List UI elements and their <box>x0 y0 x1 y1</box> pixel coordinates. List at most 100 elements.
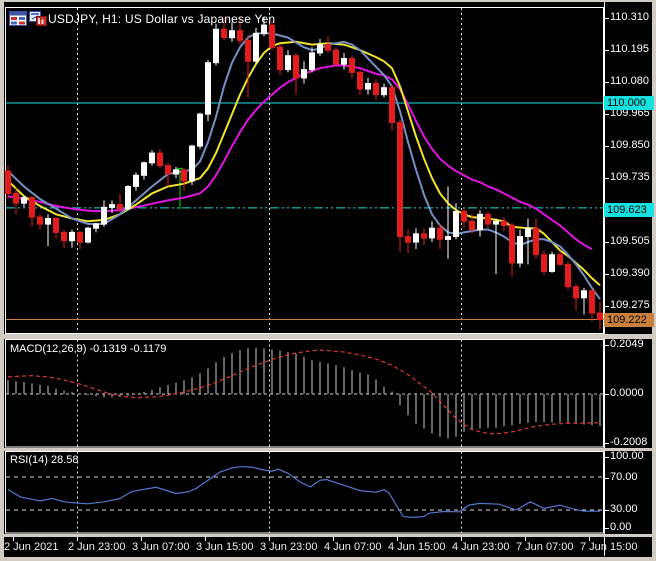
bear-candle <box>349 58 355 73</box>
bull-candle <box>285 55 291 71</box>
time-axis-label: 3 Jun 07:00 <box>132 541 190 553</box>
price-axis-label: 110.195 <box>610 43 649 55</box>
bear-candle <box>389 87 395 123</box>
bull-candle <box>493 220 499 225</box>
chart-window-background <box>4 2 652 557</box>
bear-candle <box>373 83 379 96</box>
rsi-panel-area[interactable] <box>6 451 604 533</box>
bear-candle <box>221 28 227 39</box>
panel-splitter-rsi[interactable] <box>4 448 652 451</box>
bull-candle <box>517 236 523 264</box>
table-icon[interactable] <box>9 11 27 26</box>
bear-candle <box>237 30 243 41</box>
bear-candle <box>541 254 547 272</box>
bull-candle <box>477 213 483 231</box>
price-axis-label: 109.390 <box>610 267 650 279</box>
bull-candle <box>205 62 211 115</box>
bear-candle <box>277 46 283 71</box>
rsi-axis-label: 100.00 <box>610 450 644 462</box>
bear-candle <box>165 165 171 175</box>
bear-candle <box>325 44 331 51</box>
bull-candle <box>69 231 75 242</box>
time-axis-label: 7 Jun 07:00 <box>516 541 574 553</box>
time-axis-scale[interactable] <box>6 537 604 556</box>
price-chart-area[interactable] <box>6 8 604 333</box>
time-axis-label: 4 Jun 15:00 <box>388 541 446 553</box>
price-level-lines <box>6 102 604 320</box>
rsi-axis-label: 30.00 <box>610 503 638 515</box>
bear-candle <box>533 227 539 256</box>
macd-value-main: -0.1319 <box>89 343 127 355</box>
bull-candle <box>525 227 531 237</box>
price-axis-label: 110.310 <box>610 11 649 23</box>
chart-icon[interactable] <box>29 11 47 26</box>
macd-signal-line <box>7 349 601 435</box>
bear-candle <box>573 286 579 299</box>
bull-candle <box>261 24 267 34</box>
bull-candle <box>229 30 235 39</box>
time-axis-label: 7 Jun 15:00 <box>580 541 638 553</box>
bull-candle <box>341 58 347 65</box>
chart-title: USDJPY, H1: US Dollar vs Japanese Yen <box>48 12 276 26</box>
bull-candle <box>549 254 555 272</box>
price-level-badge: 109.623 <box>604 203 654 217</box>
macd-value-signal: -0.1179 <box>129 343 167 355</box>
bull-candle <box>197 113 203 147</box>
macd-indicator-label: MACD(12,26,9) -0.1319 -0.1179 <box>10 343 166 355</box>
bull-candle <box>101 206 107 225</box>
bear-candle <box>53 218 59 233</box>
bear-candle <box>181 169 187 182</box>
macd-histogram <box>7 347 601 439</box>
bear-candle <box>5 170 11 194</box>
bear-candle <box>421 233 427 239</box>
bear-candle <box>485 213 491 225</box>
price-axis-label: 109.850 <box>610 139 650 151</box>
bear-candle <box>29 197 35 218</box>
bull-candle <box>149 152 155 164</box>
rsi-value: 28.58 <box>50 454 79 466</box>
panel-splitter[interactable] <box>4 334 652 339</box>
bull-candle <box>453 211 459 237</box>
bear-candle <box>13 192 19 204</box>
grid-lines <box>77 8 462 533</box>
bull-candle <box>309 52 315 71</box>
bear-candle <box>557 254 563 265</box>
bull-candle <box>21 197 27 204</box>
time-axis-label: 2 Jun 2021 <box>4 541 59 553</box>
bull-candle <box>413 233 419 243</box>
bear-candle <box>245 39 251 62</box>
bear-candle <box>469 220 475 231</box>
bull-candle <box>581 290 587 299</box>
right-axis-scale[interactable] <box>604 2 652 533</box>
bull-candle <box>445 236 451 240</box>
bear-candle <box>269 24 275 48</box>
rsi-line <box>7 466 600 519</box>
rsi-axis-label: 0.00 <box>610 521 632 533</box>
bull-candle <box>109 204 115 208</box>
bear-candle <box>77 231 83 243</box>
bull-candle <box>125 186 131 210</box>
macd-name: MACD(12,26,9) <box>10 343 87 355</box>
bear-candle <box>333 49 339 65</box>
price-level-badge: 109.222 <box>604 313 654 327</box>
bull-candle <box>253 32 259 62</box>
signal-vline <box>177 167 183 210</box>
bull-candle <box>85 227 91 243</box>
bear-candle <box>293 55 299 79</box>
bull-candle <box>93 223 99 229</box>
panel-splitter-macd[interactable] <box>4 334 652 339</box>
bull-candle <box>189 145 195 182</box>
bear-candle <box>37 216 43 225</box>
bull-candle <box>45 218 51 225</box>
price-axis-label: 109.505 <box>610 235 650 247</box>
time-axis-label: 4 Jun 23:00 <box>452 541 510 553</box>
bull-candle <box>173 169 179 175</box>
time-axis-label: 4 Jun 07:00 <box>324 541 382 553</box>
rsi-panel-border <box>5 451 604 534</box>
macd-panel-area[interactable] <box>6 339 604 447</box>
ma-slow-line <box>7 64 593 250</box>
bull-candle <box>133 174 139 187</box>
bull-candle <box>429 227 435 239</box>
price-level-badge: 110.000 <box>604 96 654 110</box>
